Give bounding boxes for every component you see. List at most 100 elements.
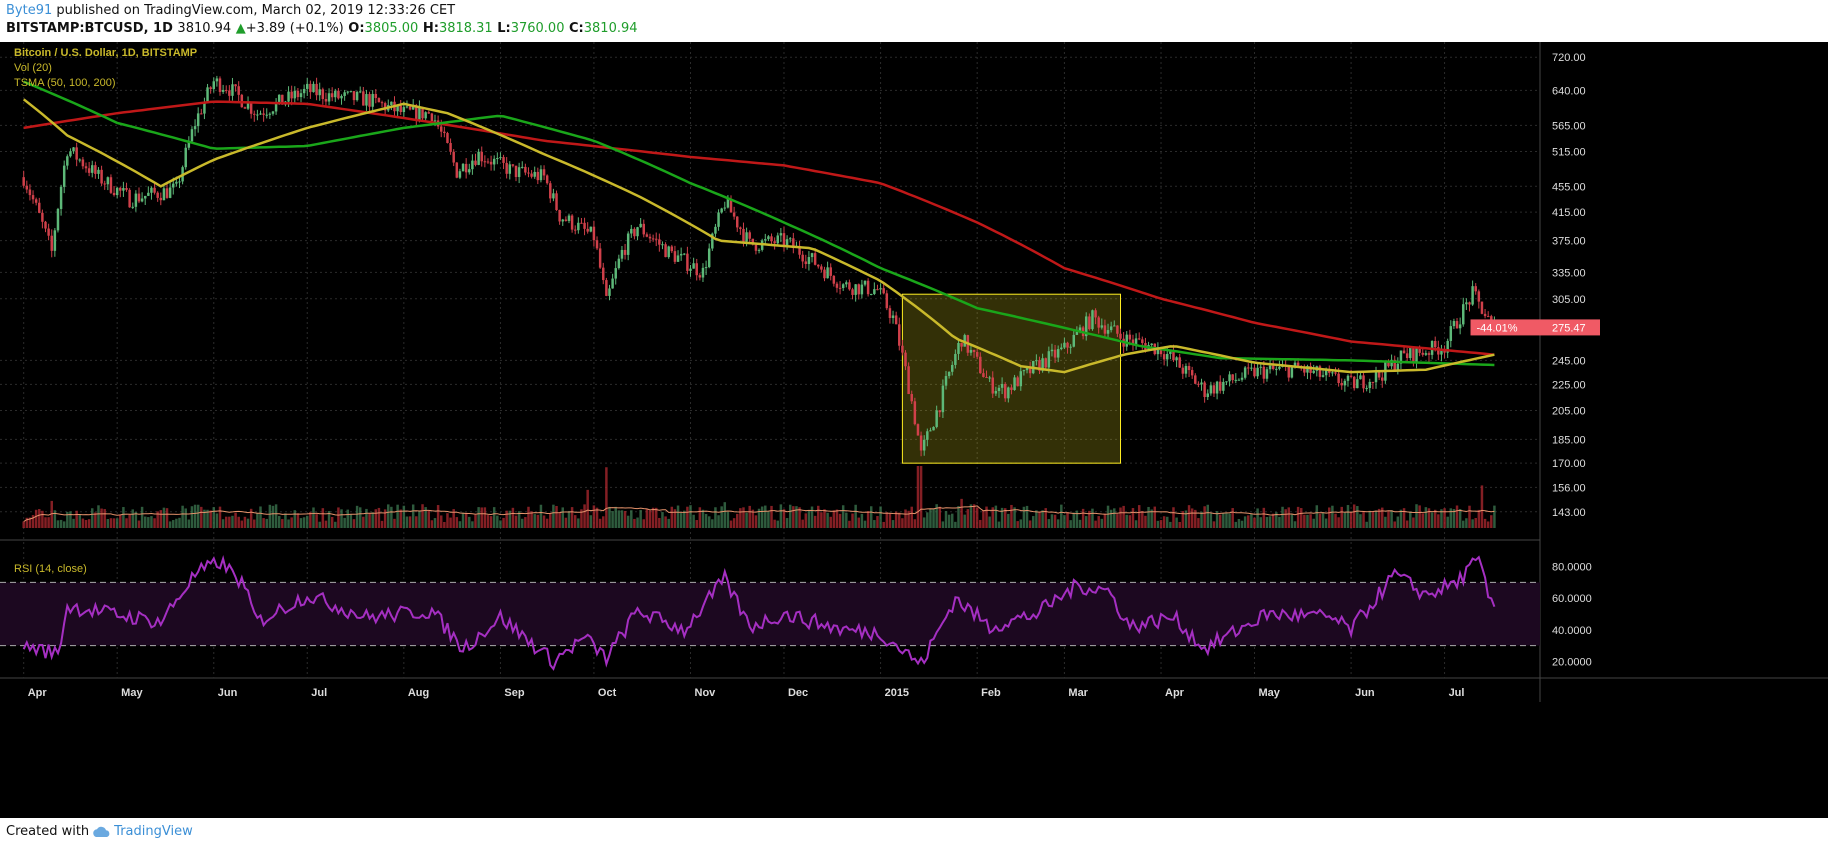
candle-body (299, 93, 303, 98)
candle-body (605, 280, 608, 296)
volume-bar (1084, 516, 1088, 528)
volume-bar (901, 518, 904, 528)
volume-bar (368, 513, 371, 528)
candle-body (854, 284, 857, 295)
volume-bar (306, 515, 309, 528)
highlight-box[interactable] (901, 293, 1122, 464)
volume-bar (1218, 514, 1222, 528)
candle-body (1268, 365, 1272, 370)
volume-bar (664, 516, 667, 528)
volume-bar (1013, 507, 1016, 528)
volume-bar (891, 520, 895, 528)
candle-body (492, 158, 496, 165)
candle-body (81, 159, 85, 167)
volume-bar (492, 507, 496, 528)
volume-bar (1424, 507, 1428, 528)
candle-body (932, 426, 935, 431)
candle-body (87, 168, 91, 173)
candle-body (898, 324, 901, 346)
candle-body (1025, 367, 1029, 371)
volume-bar (128, 514, 131, 528)
volume-bar (1284, 509, 1287, 528)
candle-body (742, 228, 745, 242)
volume-bar (402, 505, 406, 528)
volume-bar (539, 504, 543, 528)
candle-body (1200, 382, 1203, 385)
volume-bar (545, 518, 549, 528)
candle-body (374, 93, 378, 99)
candle-body (1035, 360, 1038, 362)
volume-bar (552, 504, 555, 528)
candle-body (231, 84, 234, 96)
candle-body (873, 289, 876, 294)
candle-body (433, 120, 437, 122)
candle-body (835, 283, 839, 288)
candle-body (274, 101, 278, 112)
candle-body (891, 315, 895, 318)
volume-bar (1187, 505, 1191, 528)
volume-bar (707, 516, 711, 528)
price-axis[interactable]: 720.00 640.00 565.00 515.00 455.00 415.00 375.… (1470, 52, 1600, 668)
volume-bar (1443, 508, 1446, 528)
chart-canvas[interactable]: 720.00 640.00 565.00 515.00 455.00 415.00 375.… (0, 42, 1828, 818)
candle-body (732, 212, 736, 217)
candle-body (779, 233, 783, 236)
volume-bar (577, 518, 580, 528)
volume-bar (972, 504, 976, 528)
candle-body (315, 83, 318, 96)
candle-body (642, 223, 646, 235)
volume-bar (736, 513, 739, 528)
candle-body (954, 353, 957, 365)
tradingview-link[interactable]: TradingView (92, 824, 193, 839)
candle-body (1094, 310, 1097, 318)
volume-bar (125, 518, 128, 528)
candle-body (801, 254, 804, 262)
candle-body (517, 167, 521, 178)
candle-body (402, 107, 406, 113)
volume-bar (860, 513, 864, 528)
volume-bar (869, 506, 873, 528)
volume-bar (1134, 520, 1138, 528)
candle-body (106, 177, 110, 185)
volume-bar (1169, 521, 1172, 528)
candle-body (1452, 321, 1456, 327)
time-tick-label: Aug (408, 687, 429, 699)
candle-body (1368, 381, 1372, 389)
candle-body (455, 162, 459, 178)
volume-bar (1016, 521, 1019, 528)
volume-bar (558, 513, 561, 528)
volume-bar (916, 466, 920, 528)
candle-body (137, 193, 141, 202)
candle-body (1418, 347, 1421, 353)
candle-body (707, 248, 711, 268)
volume-bar (206, 509, 209, 528)
volume-legend: Vol (20) (14, 62, 52, 74)
candle-body (1038, 360, 1041, 371)
grid-backdrop (0, 42, 1828, 818)
candle-body (193, 126, 197, 130)
volume-bar (701, 509, 705, 528)
candle-body (1371, 381, 1375, 383)
volume-bar (729, 520, 733, 528)
candle-body (1356, 379, 1359, 389)
volume-bar (203, 509, 206, 528)
candle-body (1465, 302, 1468, 305)
change-up-icon: ▲ (235, 21, 246, 36)
volume-bar (857, 517, 861, 528)
candle-body (1116, 325, 1119, 334)
candle-body (823, 269, 826, 279)
created-with-text: Created with (6, 824, 90, 839)
volume-bar (137, 520, 141, 528)
candle-body (785, 239, 789, 246)
volume-bar (683, 510, 686, 528)
volume-bar (876, 516, 879, 528)
volume-bar (810, 506, 814, 528)
volume-bar (954, 521, 957, 528)
time-axis[interactable]: Apr May Jun Jul Aug Sep Oct Nov Dec 2015 Feb Mar Apr… (28, 687, 1465, 699)
author-link[interactable]: Byte91 (6, 3, 53, 18)
volume-bar (91, 508, 94, 528)
candle-body (1162, 354, 1166, 360)
time-tick-label: May (1258, 687, 1280, 699)
candle-body (346, 91, 349, 93)
candle-body (383, 103, 387, 111)
